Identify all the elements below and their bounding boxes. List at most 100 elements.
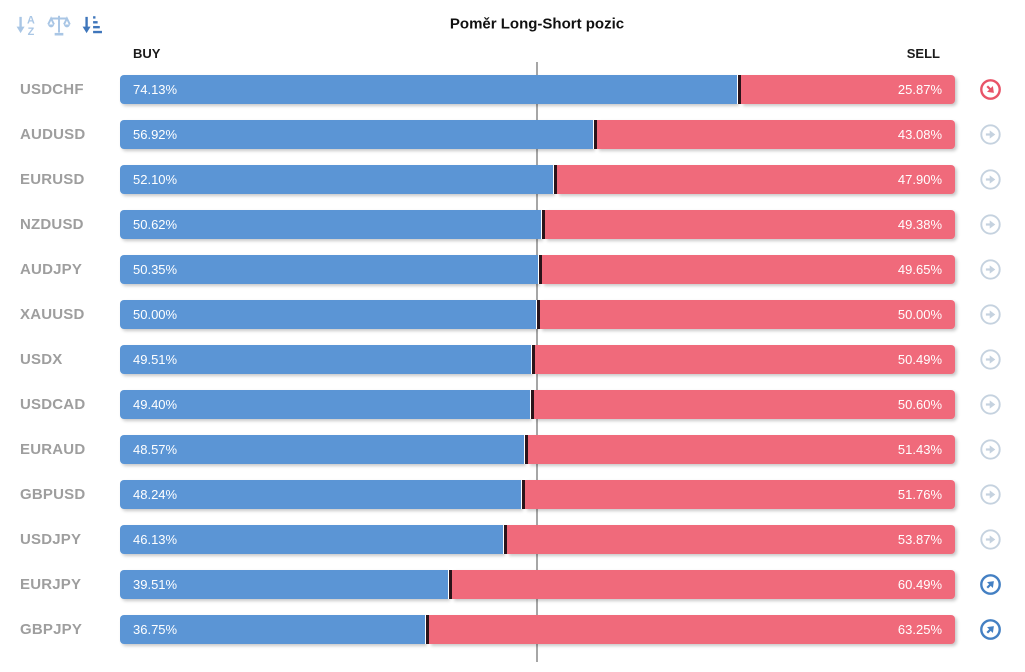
ratio-bar[interactable]: 39.51% 60.49% — [120, 570, 955, 599]
sell-bar: 51.76% — [524, 480, 955, 509]
trend-down-icon[interactable] — [979, 78, 1002, 101]
bar-divider — [447, 570, 452, 599]
sell-value: 53.87% — [897, 532, 942, 547]
signal-cell — [955, 348, 1025, 371]
balance-scale-icon[interactable] — [46, 12, 72, 38]
ratio-bar[interactable]: 46.13% 53.87% — [120, 525, 955, 554]
buy-bar: 50.35% — [120, 255, 539, 284]
ratio-bar[interactable]: 74.13% 25.87% — [120, 75, 955, 104]
sell-value: 50.00% — [897, 307, 942, 322]
ratio-bar[interactable]: 50.35% 49.65% — [120, 255, 955, 284]
table-row: EURAUD 48.57% 51.43% — [0, 427, 1025, 472]
sell-bar: 51.43% — [527, 435, 955, 464]
trend-neutral-icon[interactable] — [979, 483, 1002, 506]
signal-cell — [955, 573, 1025, 596]
trend-neutral-icon[interactable] — [979, 528, 1002, 551]
buy-value: 48.24% — [133, 487, 178, 502]
trend-neutral-icon[interactable] — [979, 393, 1002, 416]
symbol-label: AUDJPY — [20, 261, 83, 278]
signal-cell — [955, 438, 1025, 461]
symbol-label: USDCHF — [20, 81, 84, 98]
symbol-label: EURAUD — [20, 441, 86, 458]
table-row: USDX 49.51% 50.49% — [0, 337, 1025, 382]
sell-value: 49.38% — [897, 217, 942, 232]
ratio-bar[interactable]: 48.24% 51.76% — [120, 480, 955, 509]
table-row: AUDJPY 50.35% 49.65% — [0, 247, 1025, 292]
ratio-bar[interactable]: 50.62% 49.38% — [120, 210, 955, 239]
trend-neutral-icon[interactable] — [979, 258, 1002, 281]
sell-bar: 49.38% — [544, 210, 955, 239]
trend-neutral-icon[interactable] — [979, 438, 1002, 461]
buy-bar: 39.51% — [120, 570, 448, 599]
ratio-bar[interactable]: 48.57% 51.43% — [120, 435, 955, 464]
svg-text:A: A — [27, 14, 35, 26]
sell-bar: 43.08% — [597, 120, 955, 149]
sell-column-label: SELL — [906, 46, 940, 61]
trend-up-icon[interactable] — [979, 573, 1002, 596]
sort-alphabetical-icon[interactable]: A Z — [13, 12, 39, 38]
buy-bar: 50.62% — [120, 210, 541, 239]
trend-neutral-icon[interactable] — [979, 213, 1002, 236]
ratio-bar[interactable]: 49.40% 50.60% — [120, 390, 955, 419]
sell-value: 60.49% — [897, 577, 942, 592]
table-row: EURJPY 39.51% 60.49% — [0, 562, 1025, 607]
sell-bar: 53.87% — [507, 525, 955, 554]
bar-divider — [523, 435, 528, 464]
sell-value: 51.76% — [897, 487, 942, 502]
sell-bar: 49.65% — [542, 255, 955, 284]
sell-bar: 50.49% — [535, 345, 955, 374]
table-row: AUDUSD 56.92% 43.08% — [0, 112, 1025, 157]
buy-bar: 49.51% — [120, 345, 532, 374]
buy-value: 49.40% — [133, 397, 178, 412]
symbol-label: USDX — [20, 351, 63, 368]
table-row: USDCAD 49.40% 50.60% — [0, 382, 1025, 427]
ratio-bar[interactable]: 49.51% 50.49% — [120, 345, 955, 374]
widget-header: A Z — [0, 0, 1025, 44]
symbol-label: EURUSD — [20, 171, 85, 188]
sell-value: 51.43% — [897, 442, 942, 457]
bar-divider — [538, 255, 543, 284]
sell-value: 25.87% — [897, 82, 942, 97]
buy-value: 49.51% — [133, 352, 178, 367]
bar-divider — [593, 120, 598, 149]
signal-cell — [955, 483, 1025, 506]
bar-divider — [531, 345, 536, 374]
symbol-label: AUDUSD — [20, 126, 86, 143]
sell-value: 49.65% — [897, 262, 942, 277]
sell-bar: 60.49% — [451, 570, 955, 599]
buy-value: 46.13% — [133, 532, 178, 547]
signal-cell — [955, 528, 1025, 551]
signal-cell — [955, 123, 1025, 146]
trend-neutral-icon[interactable] — [979, 168, 1002, 191]
bar-divider — [535, 300, 540, 329]
symbol-label: XAUUSD — [20, 306, 85, 323]
signal-cell — [955, 618, 1025, 641]
ratio-bar[interactable]: 50.00% 50.00% — [120, 300, 955, 329]
sort-amount-icon[interactable] — [79, 12, 105, 38]
signal-cell — [955, 393, 1025, 416]
trend-neutral-icon[interactable] — [979, 348, 1002, 371]
sell-bar: 25.87% — [740, 75, 955, 104]
sell-value: 50.60% — [897, 397, 942, 412]
buy-bar: 56.92% — [120, 120, 594, 149]
symbol-label: GBPJPY — [20, 621, 83, 638]
trend-neutral-icon[interactable] — [979, 303, 1002, 326]
ratio-bar[interactable]: 56.92% 43.08% — [120, 120, 955, 149]
signal-cell — [955, 168, 1025, 191]
bar-divider — [540, 210, 545, 239]
sort-toolbar: A Z — [13, 12, 105, 38]
trend-neutral-icon[interactable] — [979, 123, 1002, 146]
bar-divider — [424, 615, 429, 644]
bar-divider — [553, 165, 558, 194]
sell-bar: 50.60% — [534, 390, 955, 419]
buy-value: 50.35% — [133, 262, 178, 277]
ratio-bar[interactable]: 52.10% 47.90% — [120, 165, 955, 194]
table-row: GBPUSD 48.24% 51.76% — [0, 472, 1025, 517]
ratio-bar[interactable]: 36.75% 63.25% — [120, 615, 955, 644]
chart-rows-list: USDCHF 74.13% 25.87% AUDUSD 56.92% — [0, 62, 1025, 662]
trend-up-icon[interactable] — [979, 618, 1002, 641]
symbol-label: GBPUSD — [20, 486, 86, 503]
column-headers: BUY SELL — [0, 44, 1025, 67]
buy-bar: 74.13% — [120, 75, 737, 104]
